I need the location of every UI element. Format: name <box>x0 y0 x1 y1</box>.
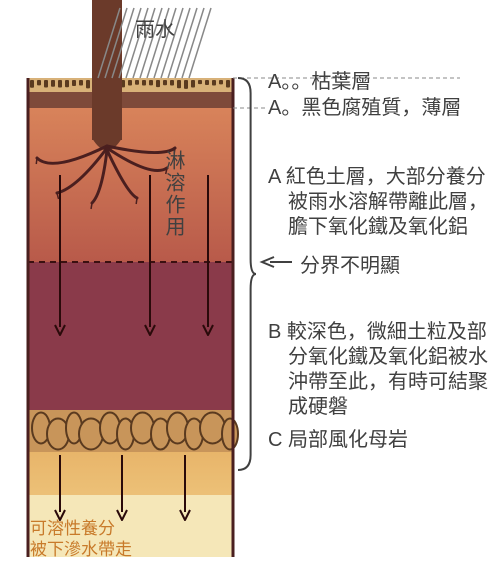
label-a0: A。黑色腐殖質，薄層 <box>268 96 461 121</box>
label-rain: 雨水 <box>135 18 175 43</box>
label-bottom: 可溶性養分 被下滲水帶走 <box>30 518 132 561</box>
label-c: C 局部風化母岩 <box>268 428 408 453</box>
soil-profile-diagram <box>0 0 500 557</box>
label-b: B 較深色，微細土粒及部 分氧化鐵及氧化鋁被水 沖帶至此，有時可結聚 成硬磐 <box>268 320 488 420</box>
label-boundary: 分界不明顯 <box>300 254 400 279</box>
label-a: A 紅色土層，大部分養分 被雨水溶解帶離此層， 膽下氧化鐵及氧化鋁 <box>268 165 488 240</box>
label-leaching: 淋溶作用 <box>160 150 185 238</box>
label-a00: A。。枯葉層 <box>268 70 371 95</box>
